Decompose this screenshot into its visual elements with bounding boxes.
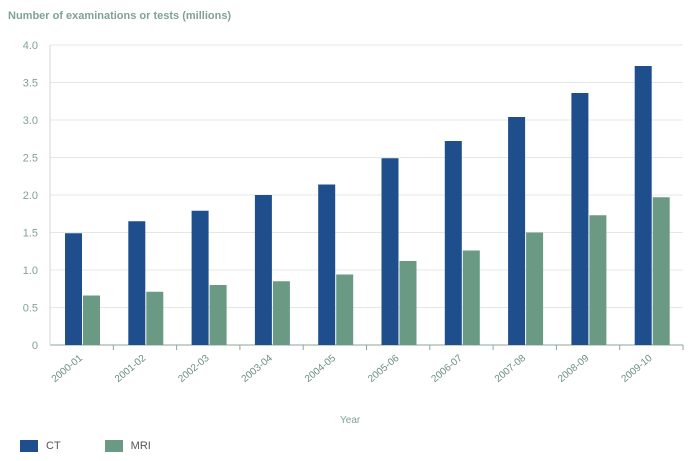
bar-ct bbox=[128, 221, 146, 345]
y-tick-label: 4.0 bbox=[23, 40, 38, 52]
bar-ct bbox=[254, 195, 272, 345]
bar-ct bbox=[571, 93, 589, 345]
y-tick-label: 0.5 bbox=[23, 303, 38, 315]
x-tick-label: 2007-08 bbox=[493, 353, 529, 385]
legend-swatch-ct bbox=[20, 440, 38, 452]
x-tick-label: 2003-04 bbox=[240, 353, 276, 385]
bar-mri bbox=[589, 215, 607, 345]
bar-ct bbox=[381, 158, 399, 345]
bar-mri bbox=[399, 261, 417, 345]
x-tick-label: 2006-07 bbox=[430, 353, 466, 385]
bar-mri bbox=[336, 274, 354, 345]
x-tick-label: 2005-06 bbox=[366, 353, 402, 385]
y-axis-title: Number of examinations or tests (million… bbox=[8, 10, 232, 22]
bar-ct bbox=[508, 117, 526, 345]
y-tick-label: 1.5 bbox=[23, 228, 38, 240]
bar-mri bbox=[462, 250, 480, 345]
bar-mri bbox=[83, 295, 100, 345]
bar-mri bbox=[146, 291, 164, 345]
legend: CT MRI bbox=[20, 440, 187, 452]
bar-mri bbox=[652, 197, 670, 345]
x-tick-label: 2009-10 bbox=[619, 353, 655, 385]
bar-ct bbox=[444, 141, 462, 345]
y-tick-label: 2.5 bbox=[23, 153, 38, 165]
y-tick-label: 2.0 bbox=[23, 190, 38, 202]
legend-item-mri: MRI bbox=[104, 440, 151, 452]
x-tick-label: 2001-02 bbox=[113, 353, 149, 385]
legend-swatch-mri bbox=[104, 440, 123, 452]
x-tick-label: 2008-09 bbox=[556, 353, 592, 385]
x-axis-title: Year bbox=[340, 415, 361, 426]
y-tick-label: 0 bbox=[32, 340, 38, 352]
bar-ct bbox=[318, 184, 336, 345]
bar-ct bbox=[65, 233, 82, 345]
bar-mri bbox=[272, 281, 290, 345]
x-tick-label: 2000-01 bbox=[50, 353, 86, 385]
x-tick-label: 2002-03 bbox=[176, 353, 212, 385]
y-tick-label: 3.5 bbox=[23, 78, 38, 90]
legend-label-mri: MRI bbox=[130, 440, 151, 452]
y-tick-label: 3.0 bbox=[23, 115, 38, 127]
legend-item-ct: CT bbox=[20, 440, 61, 452]
x-tick-label: 2004-05 bbox=[303, 353, 339, 385]
bar-ct bbox=[634, 66, 652, 345]
bar-mri bbox=[209, 285, 227, 345]
bar-ct bbox=[191, 210, 209, 345]
legend-label-ct: CT bbox=[46, 440, 61, 452]
bar-mri bbox=[526, 232, 544, 345]
y-tick-label: 1.0 bbox=[23, 265, 38, 277]
